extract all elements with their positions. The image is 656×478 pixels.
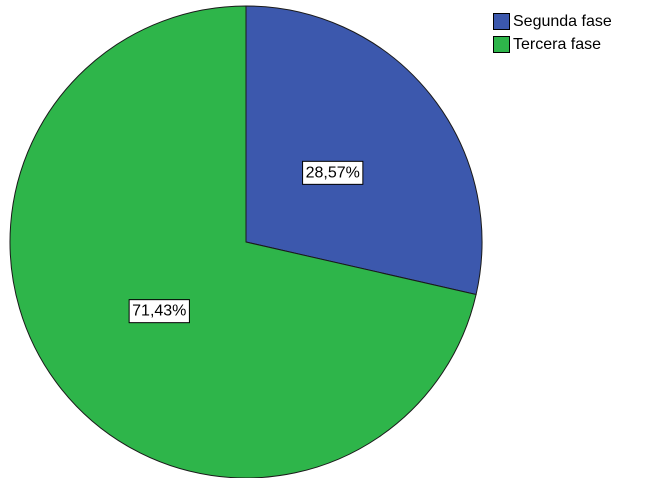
data-label-box: [302, 160, 364, 185]
pie-slice-segunda-fase: [245, 5, 483, 296]
legend-item-tercera-fase: Tercera fase: [493, 33, 612, 56]
legend-label-segunda-fase: Segunda fase: [513, 12, 612, 30]
legend-label-tercera-fase: Tercera fase: [513, 35, 602, 53]
legend-swatch-tercera-fase: [493, 36, 510, 53]
data-label-text: 28,57%: [306, 164, 360, 181]
data-label-box: [128, 299, 190, 324]
data-label-text: 71,43%: [132, 303, 186, 320]
legend-item-segunda-fase: Segunda fase: [493, 10, 612, 33]
pie-slice-tercera-fase: [9, 5, 477, 478]
data-label-segunda-fase: 28,57%: [302, 160, 364, 185]
legend: Segunda fase Tercera fase: [493, 10, 612, 56]
data-label-tercera-fase: 71,43%: [128, 299, 190, 324]
legend-swatch-segunda-fase: [493, 13, 510, 30]
